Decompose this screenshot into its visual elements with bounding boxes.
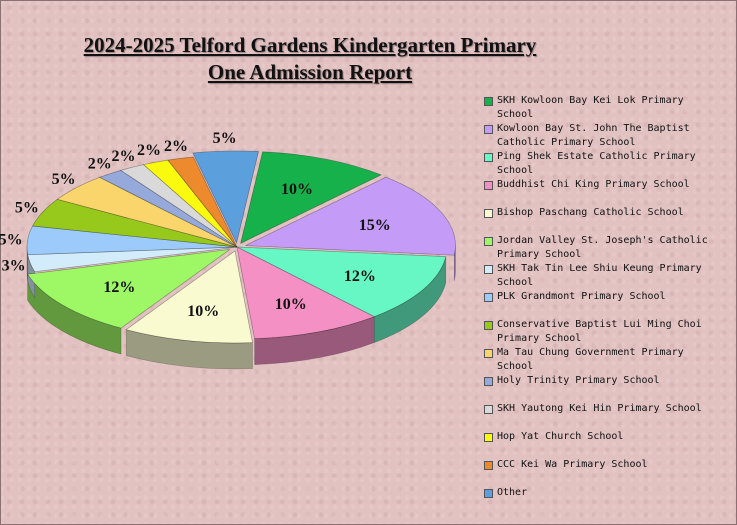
legend-item: Jordan Valley St. Joseph's Catholic Prim… (484, 234, 724, 262)
legend-item: Holy Trinity Primary School (484, 374, 724, 388)
slice-label: 5% (52, 171, 76, 188)
legend-swatch (484, 321, 493, 330)
slice-label: 5% (15, 199, 39, 216)
legend-swatch (484, 181, 493, 190)
slice-label: 12% (103, 279, 135, 296)
pie-slice (167, 156, 238, 248)
legend-item: Conservative Baptist Lui Ming Choi Prima… (484, 318, 724, 346)
chart-title: 2024-2025 Telford Gardens Kindergarten P… (83, 33, 537, 57)
slice-label: 3% (2, 258, 26, 275)
legend-swatch (484, 489, 493, 498)
slice-label: 15% (359, 217, 391, 234)
legend-label: PLK Grandmont Primary School (497, 291, 666, 302)
legend-item: PLK Grandmont Primary School (484, 290, 724, 304)
slice-label: 2% (137, 142, 161, 159)
slice-label: 10% (275, 296, 307, 313)
legend-label: Other (497, 487, 528, 498)
legend-swatch (484, 153, 493, 162)
legend-swatch (484, 237, 493, 246)
legend-item: SKH Kowloon Bay Kei Lok Primary School (484, 94, 724, 122)
slice-label: 5% (213, 130, 237, 147)
legend-label: Hop Yat Church School (497, 431, 624, 442)
pie-slice (240, 151, 383, 244)
slice-label: 2% (112, 148, 136, 165)
pie-slice (26, 249, 231, 329)
legend-item: CCC Kei Wa Primary School (484, 458, 724, 472)
legend-label: Bishop Paschang Catholic School (497, 207, 684, 218)
legend-label: Kowloon Bay St. John The Baptist Catholi… (497, 123, 690, 148)
chart-subtitle: One Admission Report (207, 60, 413, 84)
legend-label: Ma Tau Chung Government Primary School (497, 347, 684, 372)
legend-label: SKH Yautong Kei Hin Primary School (497, 403, 702, 414)
legend-swatch (484, 209, 493, 218)
legend-swatch (484, 433, 493, 442)
slice-label: 5% (0, 231, 23, 248)
legend-item: Ma Tau Chung Government Primary School (484, 346, 724, 374)
pie-slice (119, 164, 238, 248)
pie-slice (98, 169, 238, 248)
legend-item: Other (484, 486, 724, 500)
pie-slice (142, 159, 238, 248)
legend-item: SKH Yautong Kei Hin Primary School (484, 402, 724, 416)
legend-swatch (484, 293, 493, 302)
legend-swatch (484, 349, 493, 358)
legend-label: SKH Kowloon Bay Kei Lok Primary School (497, 95, 684, 120)
legend-item: Hop Yat Church School (484, 430, 724, 444)
legend-item: SKH Tak Tin Lee Shiu Keung Primary Schoo… (484, 262, 724, 290)
legend-swatch (484, 377, 493, 386)
pie-slice (245, 176, 456, 256)
legend-label: Buddhist Chi King Primary School (497, 179, 690, 190)
legend-label: Jordan Valley St. Joseph's Catholic Prim… (497, 235, 708, 260)
pie-slice (236, 246, 447, 318)
slice-label: 10% (281, 181, 313, 198)
legend-swatch (484, 265, 493, 274)
legend-label: Ping Shek Estate Catholic Primary School (497, 151, 696, 176)
legend-swatch (484, 405, 493, 414)
legend-label: CCC Kei Wa Primary School (497, 459, 648, 470)
pie-slice (192, 150, 259, 244)
legend-label: Holy Trinity Primary School (497, 375, 660, 386)
legend-swatch (484, 125, 493, 134)
pie-slice (31, 198, 238, 248)
legend-label: SKH Tak Tin Lee Shiu Keung Primary Schoo… (497, 263, 702, 288)
slice-label: 2% (164, 138, 188, 155)
legend-item: Buddhist Chi King Primary School (484, 178, 724, 192)
legend-swatch (484, 97, 493, 106)
pie-slice (27, 246, 238, 273)
legend-label: Conservative Baptist Lui Ming Choi Prima… (497, 319, 702, 344)
pie-slice (26, 225, 238, 256)
legend-item: Ping Shek Estate Catholic Primary School (484, 150, 724, 178)
slice-label: 10% (187, 303, 219, 320)
pie-slice (56, 176, 238, 248)
slice-label: 12% (344, 268, 376, 285)
pie-slice (125, 250, 253, 344)
legend-item: Kowloon Bay St. John The Baptist Catholi… (484, 122, 724, 150)
legend-item: Bishop Paschang Catholic School (484, 206, 724, 220)
slice-label: 2% (88, 155, 112, 172)
legend-swatch (484, 461, 493, 470)
pie-slice (236, 246, 376, 340)
